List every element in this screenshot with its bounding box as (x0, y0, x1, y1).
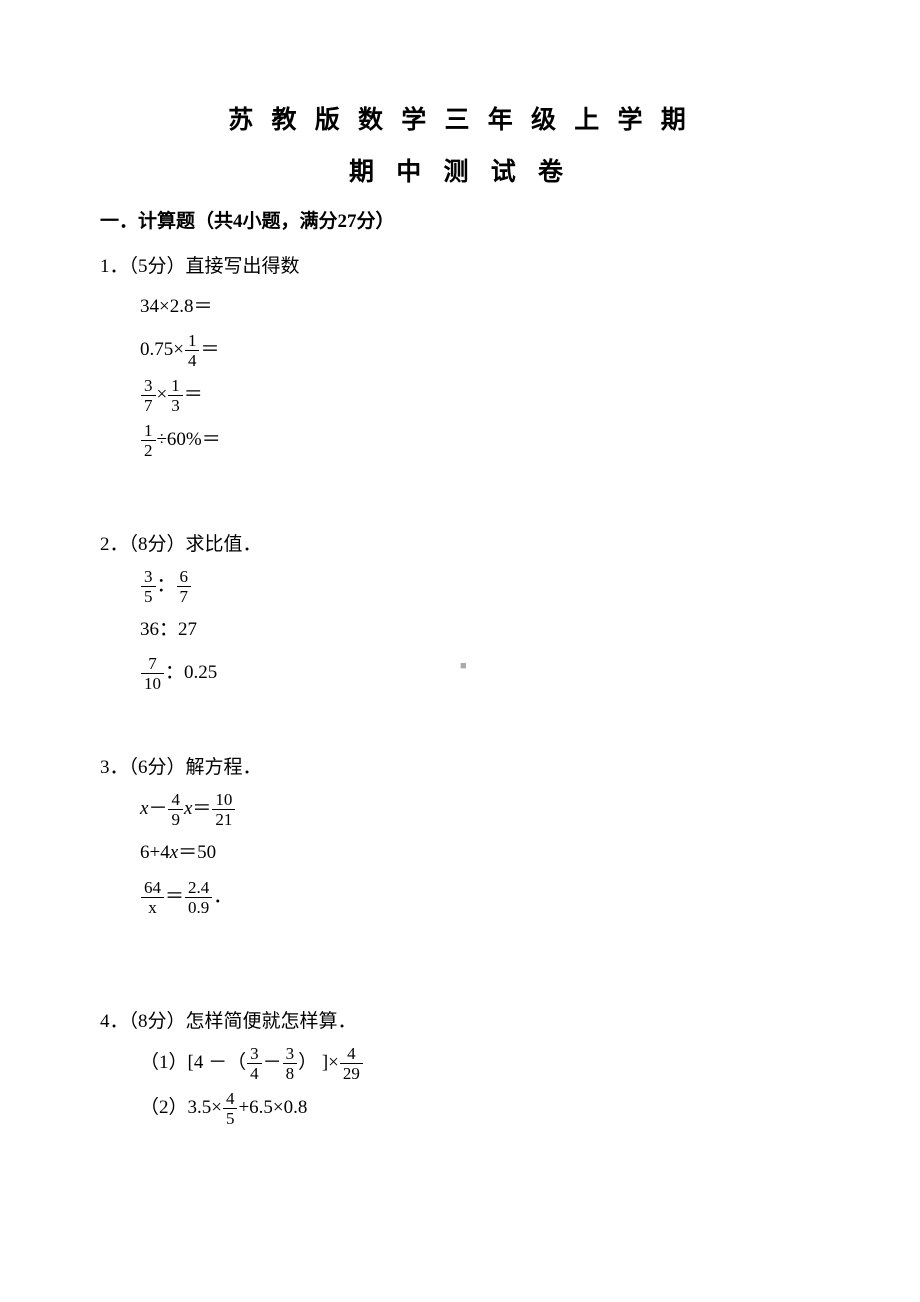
q1-l4-frac1: 12 (141, 422, 156, 459)
frac-num: 3 (247, 1045, 262, 1064)
section-1-header: 一．计算题（共4小题，满分27分） (100, 206, 820, 233)
q3-line-1: x－49x＝1021 (140, 791, 820, 828)
frac-den: 2 (141, 441, 156, 459)
frac-den: 7 (141, 396, 156, 414)
q1-l3-mid: × (157, 384, 168, 405)
frac-num: 1 (185, 332, 200, 351)
frac-den: 21 (212, 810, 235, 828)
question-3: 3．（6分）解方程． x－49x＝1021 6+4x＝50 64x＝2.40.9… (100, 752, 820, 915)
question-1: 1．（5分）直接写出得数 34×2.8＝ 0.75×14＝ 37×13＝ 12÷… (100, 251, 820, 459)
frac-den: 4 (185, 351, 200, 369)
q1-l4-mid: ÷60%＝ (157, 429, 221, 450)
frac-den: x (141, 898, 164, 916)
frac-den: 10 (141, 674, 164, 692)
q3-l2-before: 6+4 (140, 842, 170, 863)
q4-header: 4．（8分）怎样简便就怎样算． (100, 1006, 820, 1033)
q4-l2-after: +6.5×0.8 (238, 1096, 307, 1117)
q4-line-2: （2）3.5×45+6.5×0.8 (140, 1090, 820, 1127)
q4-line-1: （1）[4 －（34－38） ]×429 (140, 1045, 820, 1082)
q3-l3-frac2: 2.40.9 (185, 879, 212, 916)
q2-l3-frac1: 710 (141, 655, 164, 692)
q3-l3-after: ． (213, 885, 232, 906)
q1-l1-text: 34×2.8＝ (140, 296, 212, 317)
frac-num: 6 (177, 568, 192, 587)
q3-line-3: 64x＝2.40.9． (140, 879, 820, 916)
q1-header: 1．（5分）直接写出得数 (100, 251, 820, 278)
frac-num: 3 (141, 377, 156, 396)
q3-header: 3．（6分）解方程． (100, 752, 820, 779)
q2-l1-frac1: 35 (141, 568, 156, 605)
frac-den: 8 (283, 1064, 298, 1082)
frac-num: 64 (141, 879, 164, 898)
q4-l1-mid2: ） ]× (298, 1051, 339, 1072)
q3-l1-mid2: ＝ (192, 798, 211, 819)
q2-line-2: 36：27 (140, 613, 820, 647)
doc-title-line1: 苏 教 版 数 学 三 年 级 上 学 期 (100, 100, 820, 136)
q4-l1-frac3: 429 (340, 1045, 363, 1082)
frac-num: 10 (212, 791, 235, 810)
frac-num: 3 (141, 568, 156, 587)
q3-l1-frac2: 1021 (212, 791, 235, 828)
q1-l3-frac1: 37 (141, 377, 156, 414)
doc-title-line2: 期 中 测 试 卷 (100, 152, 820, 188)
frac-num: 2.4 (185, 879, 212, 898)
q4-l2-frac1: 45 (223, 1090, 238, 1127)
frac-den: 9 (168, 810, 183, 828)
q2-header: 2．（8分）求比值． (100, 529, 820, 556)
frac-den: 4 (247, 1064, 262, 1082)
frac-den: 29 (340, 1064, 363, 1082)
q1-line-1: 34×2.8＝ (140, 290, 820, 324)
q1-l2-frac1: 14 (185, 332, 200, 369)
frac-den: 0.9 (185, 898, 212, 916)
q1-line-4: 12÷60%＝ (140, 422, 820, 459)
frac-num: 1 (168, 377, 183, 396)
frac-num: 4 (168, 791, 183, 810)
q3-l1-mid1: － (148, 798, 167, 819)
q1-line-2: 0.75×14＝ (140, 332, 820, 369)
question-4: 4．（8分）怎样简便就怎样算． （1）[4 －（34－38） ]×429 （2）… (100, 1006, 820, 1127)
q3-line-2: 6+4x＝50 (140, 836, 820, 870)
frac-num: 3 (283, 1045, 298, 1064)
q1-l2-before: 0.75× (140, 339, 184, 360)
q1-l2-after: ＝ (200, 339, 219, 360)
q3-l2-after: ＝50 (178, 842, 216, 863)
q3-l3-frac1: 64x (141, 879, 164, 916)
frac-den: 7 (177, 587, 192, 605)
q3-l3-mid: ＝ (165, 885, 184, 906)
q4-l1-before: （1）[4 －（ (140, 1051, 246, 1072)
q1-l3-frac2: 13 (168, 377, 183, 414)
q4-l2-before: （2）3.5× (140, 1096, 222, 1117)
q2-l1-frac2: 67 (177, 568, 192, 605)
q4-l1-mid1: － (263, 1051, 282, 1072)
q2-l3-mid: ：0.25 (165, 662, 217, 683)
q2-l1-mid: ： (157, 575, 176, 596)
q2-line-1: 35：67 (140, 568, 820, 605)
q1-line-3: 37×13＝ (140, 377, 820, 414)
page-mark-icon: ■ (460, 660, 467, 672)
q4-l1-frac2: 38 (283, 1045, 298, 1082)
q1-l3-after: ＝ (184, 384, 203, 405)
q2-line-3: 710：0.25 (140, 655, 820, 692)
frac-num: 4 (223, 1090, 238, 1109)
q3-l1-frac1: 49 (168, 791, 183, 828)
frac-num: 4 (340, 1045, 363, 1064)
q3-l2-x: x (170, 842, 178, 863)
q4-l1-frac1: 34 (247, 1045, 262, 1082)
frac-num: 7 (141, 655, 164, 674)
frac-den: 3 (168, 396, 183, 414)
frac-den: 5 (223, 1109, 238, 1127)
q2-l2-text: 36：27 (140, 619, 197, 640)
frac-num: 1 (141, 422, 156, 441)
frac-den: 5 (141, 587, 156, 605)
